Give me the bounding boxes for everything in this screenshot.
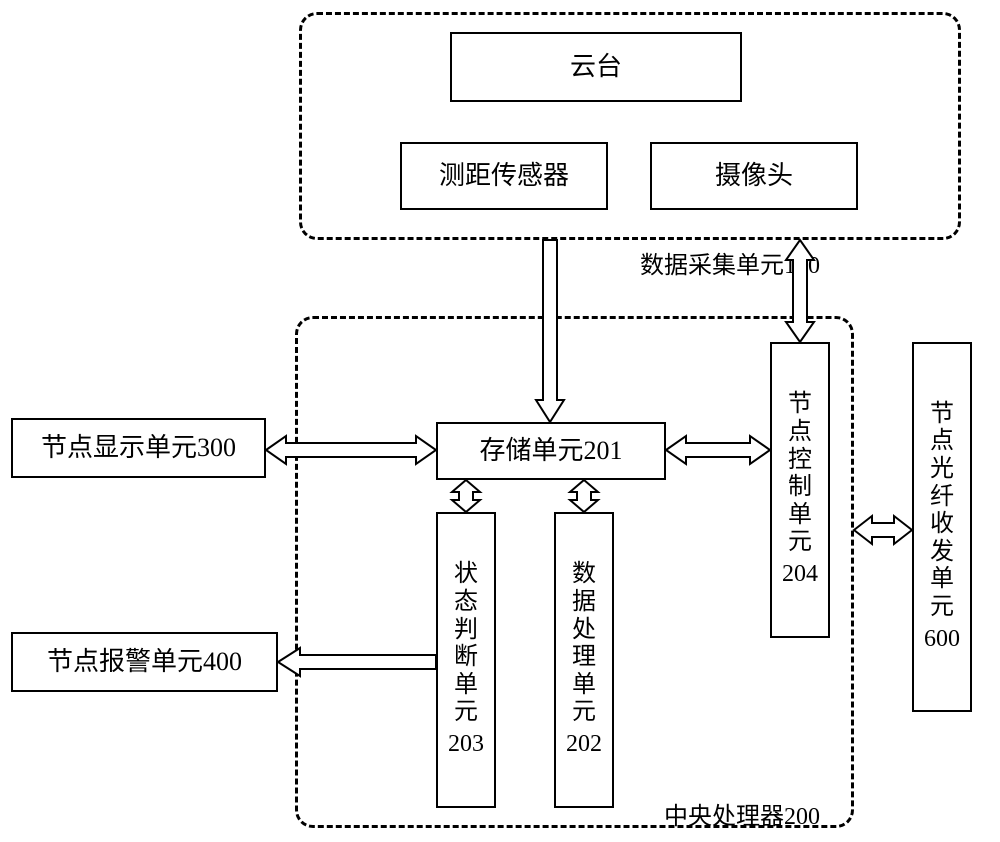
- data-process-c2: 据: [572, 589, 596, 617]
- node-display-box: 节点显示单元300: [11, 418, 266, 478]
- cpu-group-label: 中央处理器200: [664, 796, 820, 831]
- fiber-tx-c7: 单: [930, 566, 954, 594]
- camera-label: 摄像头: [715, 159, 793, 193]
- data-process-c6: 元: [572, 699, 596, 727]
- status-judge-box: 状 态 判 断 单 元 203: [436, 512, 496, 808]
- data-process-box: 数 据 处 理 单 元 202: [554, 512, 614, 808]
- status-judge-code: 203: [448, 731, 484, 759]
- yuntai-box: 云台: [450, 32, 742, 102]
- fiber-tx-c8: 元: [930, 594, 954, 622]
- data-process-c4: 理: [572, 644, 596, 672]
- node-control-code: 204: [782, 561, 818, 589]
- data-process-code: 202: [566, 731, 602, 759]
- arrow-storage-statusjudge: [452, 480, 480, 512]
- node-control-c4: 制: [788, 474, 812, 502]
- arrow-storage-display: [266, 436, 436, 464]
- fiber-tx-c6: 发: [930, 539, 954, 567]
- node-control-box: 节 点 控 制 单 元 204: [770, 342, 830, 638]
- node-control-c2: 点: [788, 419, 812, 447]
- node-control-c6: 元: [788, 529, 812, 557]
- fiber-tx-c1: 节: [930, 401, 954, 429]
- yuntai-label: 云台: [570, 50, 622, 84]
- fiber-tx-code: 600: [924, 626, 960, 654]
- arrow-nodecontrol-fiber: [854, 516, 912, 544]
- data-process-c3: 处: [572, 617, 596, 645]
- node-control-c1: 节: [788, 391, 812, 419]
- node-control-c5: 单: [788, 502, 812, 530]
- data-process-c1: 数: [572, 561, 596, 589]
- node-alarm-box: 节点报警单元400: [11, 632, 278, 692]
- camera-box: 摄像头: [650, 142, 858, 210]
- storage-box: 存储单元201: [436, 422, 666, 480]
- data-process-c5: 单: [572, 672, 596, 700]
- fiber-tx-c2: 点: [930, 428, 954, 456]
- arrow-datacoll-storage: [536, 240, 564, 422]
- node-control-c3: 控: [788, 447, 812, 475]
- fiber-tx-c5: 收: [930, 511, 954, 539]
- arrow-storage-dataprocess: [570, 480, 598, 512]
- fiber-tx-c4: 纤: [930, 484, 954, 512]
- arrow-storage-nodecontrol: [666, 436, 770, 464]
- arrow-datacoll-nodecontrol: [786, 240, 814, 342]
- status-judge-c1: 状: [454, 561, 478, 589]
- status-judge-c5: 单: [454, 672, 478, 700]
- fiber-tx-c3: 光: [930, 456, 954, 484]
- status-judge-c2: 态: [454, 589, 478, 617]
- arrow-statusjudge-alarm: [278, 648, 436, 676]
- node-alarm-label: 节点报警单元400: [47, 645, 242, 679]
- node-display-label: 节点显示单元300: [41, 431, 236, 465]
- storage-label: 存储单元201: [479, 434, 622, 468]
- status-judge-c3: 判: [454, 617, 478, 645]
- status-judge-c6: 元: [454, 699, 478, 727]
- ranging-sensor-box: 测距传感器: [400, 142, 608, 210]
- ranging-sensor-label: 测距传感器: [439, 159, 569, 193]
- fiber-tx-box: 节 点 光 纤 收 发 单 元 600: [912, 342, 972, 712]
- status-judge-c4: 断: [454, 644, 478, 672]
